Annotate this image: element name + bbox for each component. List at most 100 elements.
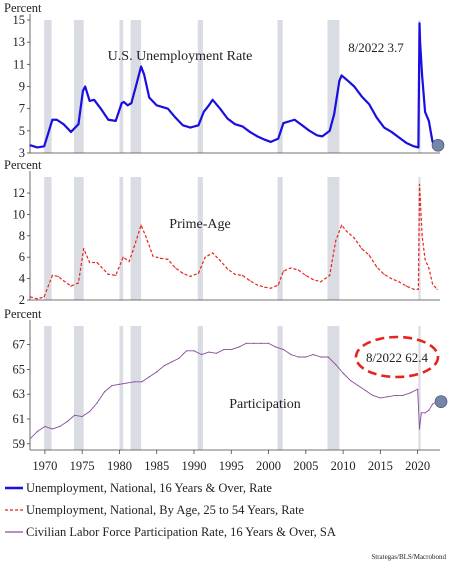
data-point	[417, 288, 419, 290]
data-point	[178, 357, 180, 359]
data-point	[83, 248, 85, 250]
data-point	[43, 296, 45, 298]
data-point	[167, 258, 169, 260]
data-point	[421, 74, 423, 77]
data-point	[394, 394, 396, 397]
latest-value-marker	[431, 138, 445, 152]
recession-band	[119, 326, 124, 450]
data-point	[402, 394, 404, 397]
data-point	[143, 73, 145, 75]
data-point	[428, 120, 430, 122]
data-point	[249, 131, 251, 133]
data-point	[118, 383, 121, 385]
y-tick-label: 2	[19, 293, 25, 307]
data-point	[93, 99, 95, 101]
data-point	[431, 283, 434, 285]
data-point	[74, 414, 76, 416]
data-point	[171, 361, 173, 363]
data-point	[264, 286, 266, 288]
data-point	[133, 381, 135, 383]
data-point	[424, 111, 426, 113]
x-tick-label: 1980	[107, 459, 132, 473]
data-point	[390, 278, 393, 280]
data-point	[107, 273, 109, 275]
data-point	[174, 116, 176, 119]
data-point	[57, 275, 59, 278]
data-point	[208, 104, 210, 106]
recession-band	[418, 326, 421, 450]
data-point	[290, 267, 292, 269]
data-point	[420, 412, 422, 414]
data-point	[219, 108, 221, 110]
data-point	[267, 342, 270, 344]
data-point	[230, 348, 232, 351]
data-point	[132, 250, 134, 252]
data-point	[36, 430, 39, 432]
recession-band	[73, 20, 84, 153]
data-point	[127, 104, 129, 106]
data-point	[123, 101, 125, 103]
data-point	[115, 120, 117, 122]
y-tick-label: 13	[13, 35, 26, 49]
data-point	[320, 281, 322, 283]
data-point	[305, 356, 307, 358]
recession-band	[277, 20, 283, 153]
data-point	[148, 376, 150, 378]
data-point	[48, 284, 50, 286]
data-point	[156, 371, 158, 373]
y-tick-label: 59	[13, 437, 26, 451]
data-point	[29, 438, 31, 440]
data-point	[159, 257, 162, 259]
series-line	[29, 22, 438, 149]
latest-value-annotation: 8/2022 62.4	[366, 350, 429, 365]
data-point	[321, 135, 323, 137]
data-point	[424, 412, 426, 414]
data-point	[413, 288, 415, 290]
data-point	[121, 102, 123, 104]
data-point	[308, 130, 311, 132]
data-point	[419, 41, 421, 43]
data-point	[361, 248, 363, 250]
data-point	[70, 285, 72, 287]
data-point	[277, 137, 279, 140]
recession-band	[44, 20, 52, 153]
data-point	[249, 280, 251, 282]
data-point	[89, 261, 91, 264]
x-tick-label: 1975	[70, 459, 95, 473]
data-point	[241, 125, 244, 127]
y-tick-label: 61	[13, 412, 26, 426]
x-tick-label: 2015	[368, 459, 393, 473]
data-point	[107, 119, 109, 121]
data-point	[77, 123, 80, 125]
x-axis: 1970 1975 1980 1985 1990 1995 2000 2005 2010 2015…	[32, 450, 430, 473]
data-point	[436, 288, 438, 290]
data-point	[277, 284, 279, 286]
data-point	[234, 123, 236, 125]
data-point	[62, 280, 65, 282]
recession-band	[73, 177, 84, 300]
y-tick-label: 63	[13, 387, 26, 401]
data-point	[312, 279, 314, 281]
data-point	[156, 104, 158, 106]
recession-band	[119, 20, 124, 153]
y-axis-label: Percent	[4, 158, 42, 172]
data-point	[253, 342, 255, 344]
x-tick-label: 2000	[256, 459, 281, 473]
series-line	[29, 183, 438, 300]
recession-band	[73, 326, 84, 450]
legend-label: Unemployment, National, 16 Years & Over,…	[26, 481, 272, 495]
recession-band	[197, 177, 203, 300]
data-point	[43, 145, 45, 147]
data-point	[361, 95, 363, 98]
data-point	[212, 252, 214, 254]
latest-value-marker	[434, 395, 448, 408]
recession-band	[197, 326, 203, 450]
data-point	[36, 146, 39, 149]
data-point	[163, 365, 165, 367]
data-point	[182, 272, 184, 274]
data-point	[152, 255, 154, 257]
data-point	[341, 74, 343, 77]
data-point	[111, 384, 113, 387]
data-point	[275, 346, 277, 348]
